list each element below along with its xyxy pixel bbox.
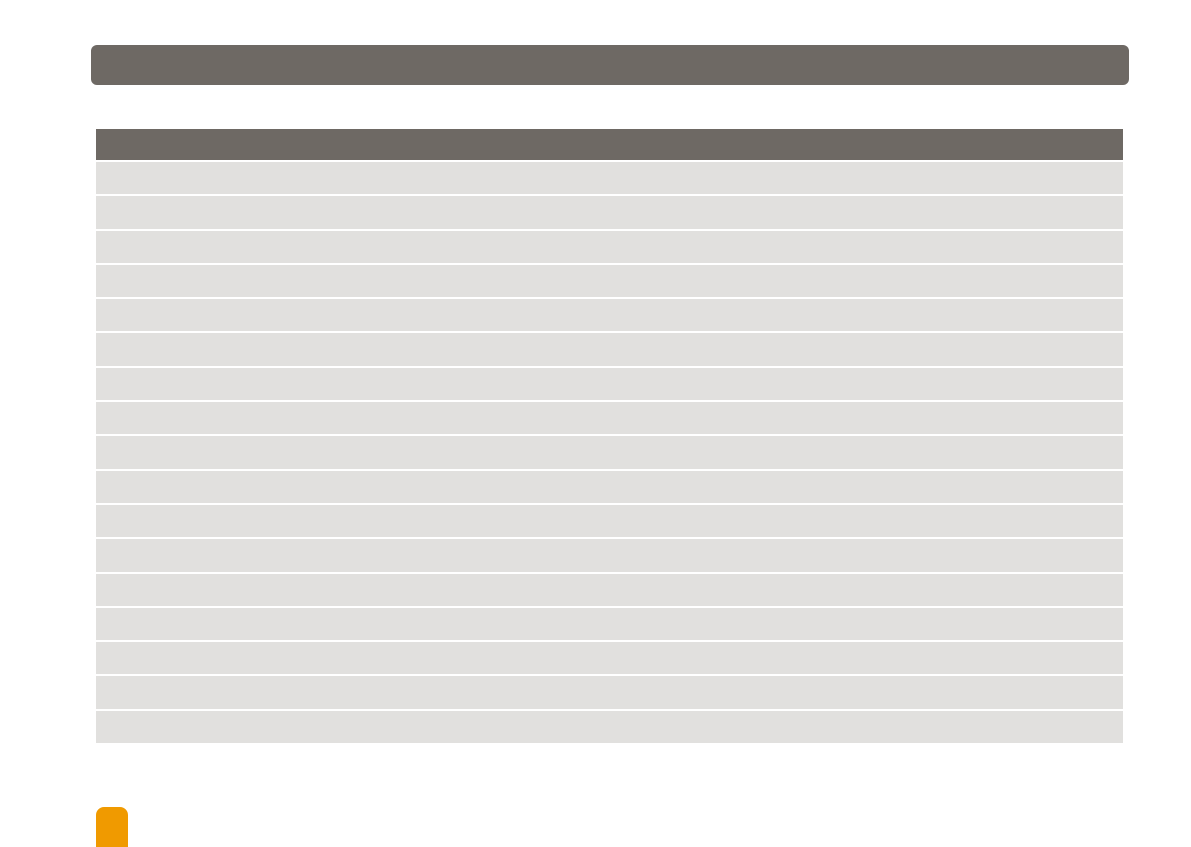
table-row <box>96 402 1123 435</box>
table-row <box>96 333 1123 366</box>
table-row <box>96 162 1123 195</box>
table-row <box>96 642 1123 675</box>
table-row <box>96 573 1123 606</box>
table-row <box>96 230 1123 263</box>
table-row <box>96 676 1123 709</box>
page-tab-marker <box>96 807 128 847</box>
table-row <box>96 436 1123 469</box>
table-row <box>96 367 1123 401</box>
table-header <box>96 129 1123 160</box>
table-row <box>96 196 1123 229</box>
table-row <box>96 539 1123 572</box>
data-table <box>96 129 1123 744</box>
table-row <box>96 299 1123 332</box>
title-bar <box>91 45 1129 85</box>
table-body <box>96 162 1123 744</box>
table-row <box>96 607 1123 641</box>
table-row <box>96 264 1123 298</box>
table-row <box>96 710 1123 744</box>
table-row <box>96 470 1123 503</box>
table-row <box>96 504 1123 538</box>
